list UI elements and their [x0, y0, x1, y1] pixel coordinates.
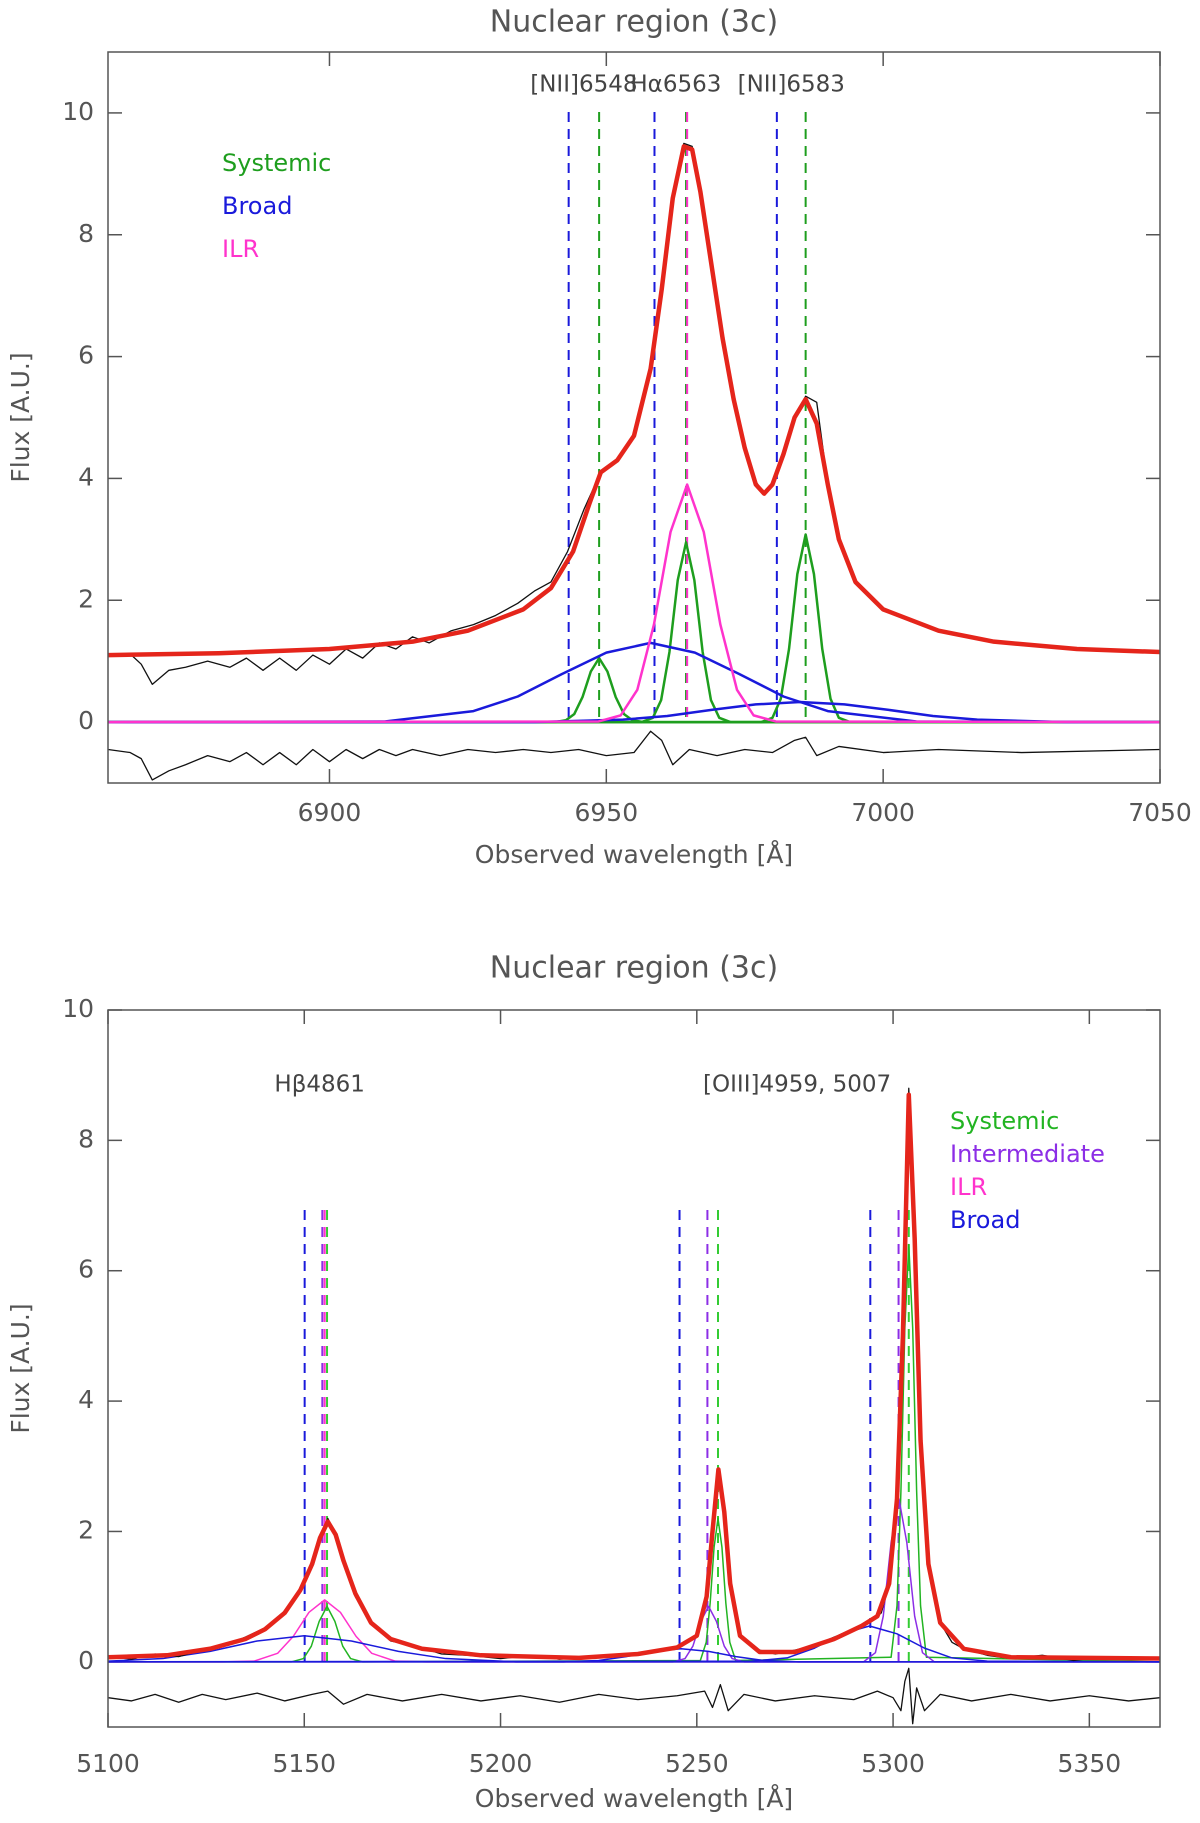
panel: Nuclear region (3c) Observed wavelength […	[6, 5, 1192, 870]
x-axis-label: Observed wavelength [Å]	[475, 1784, 793, 1813]
y-tick-label: 0	[78, 1646, 94, 1675]
data-line	[108, 1087, 1160, 1662]
y-tick-label: 6	[78, 1255, 94, 1284]
data-line	[108, 730, 1160, 781]
legend-entry: Intermediate	[950, 1140, 1105, 1168]
fit-line	[108, 1092, 1160, 1661]
y-axis-label: Flux [A.U.]	[6, 1303, 35, 1433]
y-tick-label: 10	[62, 994, 94, 1023]
line-label: [OIII]4959, 5007	[703, 1072, 891, 1098]
chart-title: Nuclear region (3c)	[490, 951, 778, 986]
y-tick-label: 8	[78, 219, 94, 248]
line-label: Hα6563	[630, 72, 721, 98]
legend-entry: Systemic	[950, 1107, 1059, 1135]
x-tick-label: 7050	[1128, 798, 1192, 827]
plot-area	[108, 112, 1160, 781]
component-line	[108, 700, 1160, 724]
x-tick-label: 5350	[1058, 1749, 1122, 1778]
component-line	[108, 641, 1160, 724]
x-tick-label: 5250	[665, 1749, 729, 1778]
x-tick-label: 6950	[575, 798, 639, 827]
x-tick-label: 5300	[861, 1749, 925, 1778]
data-line	[108, 142, 1160, 685]
panel: Nuclear region (3c) Observed wavelength […	[6, 951, 1161, 1813]
line-label: Hβ4861	[274, 1072, 365, 1098]
y-tick-label: 10	[62, 97, 94, 126]
component-line	[108, 1625, 1160, 1663]
line-label: [NII]6548	[530, 72, 637, 98]
fit-line	[108, 144, 1160, 658]
component-line	[108, 483, 1160, 724]
x-tick-label: 6900	[298, 798, 362, 827]
legend-entry: ILR	[950, 1173, 987, 1201]
legend-entry: ILR	[222, 235, 259, 263]
plot-frame	[107, 1009, 1161, 1728]
component-line	[108, 1498, 1160, 1663]
y-tick-label: 4	[78, 462, 94, 491]
x-tick-label: 5150	[272, 1749, 336, 1778]
x-tick-label: 7000	[851, 798, 915, 827]
x-axis-label: Observed wavelength [Å]	[475, 840, 793, 869]
legend-entry: Systemic	[222, 149, 331, 177]
plot-frame	[107, 51, 1161, 784]
y-tick-label: 0	[78, 706, 94, 735]
legend-entry: Broad	[222, 192, 292, 220]
y-tick-label: 2	[78, 584, 94, 613]
component-line	[108, 533, 1160, 724]
x-tick-label: 5200	[469, 1749, 533, 1778]
y-tick-label: 2	[78, 1515, 94, 1544]
line-label: [NII]6583	[738, 72, 845, 98]
y-tick-label: 6	[78, 341, 94, 370]
y-tick-label: 4	[78, 1385, 94, 1414]
chart-title: Nuclear region (3c)	[490, 5, 778, 40]
data-line	[108, 1667, 1160, 1725]
x-tick-label: 5100	[76, 1749, 140, 1778]
legend-entry: Broad	[950, 1206, 1020, 1234]
component-line	[108, 1243, 1160, 1663]
y-tick-label: 8	[78, 1124, 94, 1153]
plot-area	[108, 1087, 1160, 1725]
y-axis-label: Flux [A.U.]	[6, 352, 35, 482]
